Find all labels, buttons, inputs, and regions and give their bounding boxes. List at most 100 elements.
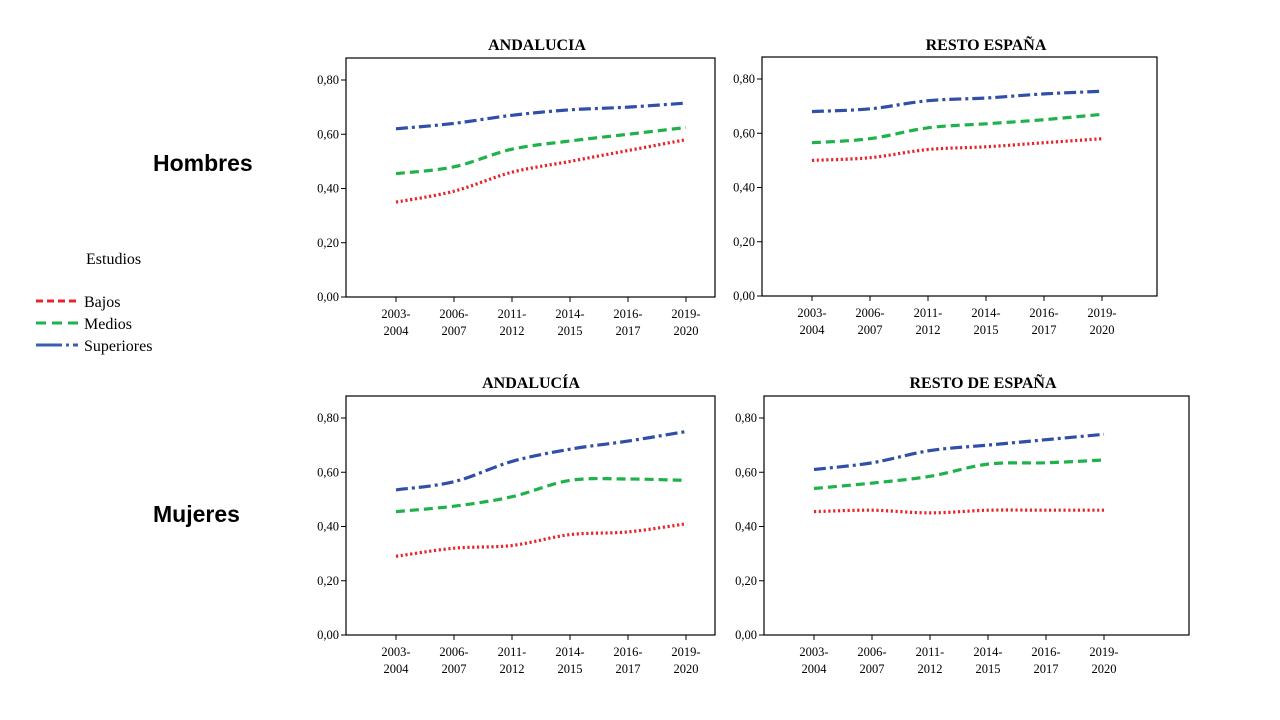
- row-label-hombres: Hombres: [153, 150, 253, 176]
- x-tick-label-line2: 2012: [916, 323, 941, 337]
- plot-frame: [345, 395, 716, 636]
- x-tick-label: 2006-: [857, 645, 886, 659]
- y-tick-label: 0,80: [733, 72, 755, 86]
- x-tick-label: 2006-: [855, 306, 884, 320]
- x-tick-label-line2: 2017: [616, 324, 641, 338]
- x-tick-label-line2: 2004: [800, 323, 826, 337]
- x-tick-label-line2: 2017: [1034, 662, 1059, 676]
- y-tick-label: 0,40: [317, 182, 339, 196]
- y-tick-label: 0,80: [735, 411, 757, 425]
- x-tick-label: 2003-: [381, 645, 410, 659]
- x-tick-label-line2: 2015: [974, 323, 999, 337]
- y-tick-label: 0,40: [733, 181, 755, 195]
- x-tick-label: 2006-: [439, 307, 468, 321]
- x-tick-label-line2: 2004: [384, 662, 410, 676]
- plot-frame: [345, 57, 716, 298]
- x-tick-label: 2006-: [439, 645, 468, 659]
- series-line-medios: [811, 112, 1103, 145]
- chart-panel-1: ANDALUCIA 0,00 0,20 0,40 0,60 0,80 2003- 2004 20…: [317, 37, 716, 338]
- series-line-bajos: [813, 508, 1104, 515]
- series-line-medios: [395, 125, 687, 176]
- x-tick-label: 2016-: [1029, 306, 1058, 320]
- y-tick-label: 0,80: [317, 411, 339, 425]
- series-line-bajos: [395, 138, 687, 204]
- chart-panel-2: RESTO ESPAÑA 0,00 0,20 0,40 0,60 0,80 2003- 200…: [733, 35, 1158, 337]
- x-tick-label-line2: 2004: [384, 324, 410, 338]
- chart-title: ANDALUCÍA: [482, 373, 580, 392]
- y-tick-label: 0,60: [317, 465, 339, 479]
- x-tick-label: 2016-: [613, 307, 642, 321]
- x-tick-label: 2011-: [498, 307, 527, 321]
- x-tick-label-line2: 2012: [918, 662, 943, 676]
- series-line-bajos: [811, 137, 1103, 162]
- y-tick-label: 0,00: [733, 289, 755, 303]
- x-tick-label-line2: 2007: [860, 662, 885, 676]
- chart-title: RESTO DE ESPAÑA: [910, 373, 1057, 392]
- x-tick-label: 2014-: [555, 645, 584, 659]
- chart-panel-4: RESTO DE ESPAÑA 0,00 0,20 0,40 0,60 0,80 2003-…: [735, 373, 1190, 676]
- x-tick-label: 2019-: [671, 645, 700, 659]
- y-tick-label: 0,60: [733, 126, 755, 140]
- x-tick-label-line2: 2015: [558, 662, 583, 676]
- y-tick-label: 0,60: [317, 127, 339, 141]
- chart-title: RESTO ESPAÑA: [926, 35, 1047, 54]
- plot-frame: [761, 56, 1158, 297]
- series-line-superiores: [811, 89, 1103, 114]
- x-tick-label-line2: 2015: [558, 324, 583, 338]
- plot-frame: [763, 395, 1190, 636]
- y-tick-label: 0,20: [317, 236, 339, 250]
- y-tick-label: 0,20: [733, 235, 755, 249]
- y-tick-label: 0,00: [735, 628, 757, 642]
- legend-title: Estudios: [86, 251, 141, 268]
- x-tick-label-line2: 2012: [500, 324, 525, 338]
- x-tick-label-line2: 2020: [674, 662, 699, 676]
- legend: Estudios Bajos Medios Superiores: [36, 251, 152, 355]
- x-tick-label: 2011-: [914, 306, 943, 320]
- y-tick-label: 0,20: [735, 574, 757, 588]
- x-tick-label: 2014-: [973, 645, 1002, 659]
- y-tick-label: 0,80: [317, 73, 339, 87]
- x-tick-label-line2: 2020: [1090, 323, 1115, 337]
- x-tick-label-line2: 2007: [858, 323, 883, 337]
- x-tick-label: 2011-: [498, 645, 527, 659]
- y-tick-label: 0,60: [735, 465, 757, 479]
- y-tick-label: 0,40: [317, 520, 339, 534]
- y-tick-label: 0,00: [317, 628, 339, 642]
- x-tick-label-line2: 2004: [802, 662, 828, 676]
- x-tick-label: 2003-: [381, 307, 410, 321]
- x-tick-label: 2011-: [916, 645, 945, 659]
- legend-label-medios: Medios: [84, 316, 132, 333]
- y-tick-label: 0,40: [735, 520, 757, 534]
- x-tick-label-line2: 2015: [976, 662, 1001, 676]
- legend-label-superiores: Superiores: [84, 338, 152, 355]
- series-line-superiores: [395, 430, 687, 492]
- x-tick-label-line2: 2017: [1032, 323, 1057, 337]
- x-tick-label: 2019-: [1089, 645, 1118, 659]
- x-tick-label-line2: 2007: [442, 324, 467, 338]
- chart-title: ANDALUCIA: [488, 37, 586, 54]
- series-line-superiores: [813, 432, 1105, 472]
- x-tick-label: 2016-: [1031, 645, 1060, 659]
- x-tick-label: 2019-: [671, 307, 700, 321]
- chart-panel-3: ANDALUCÍA 0,00 0,20 0,40 0,60 0,80 2003- 2004 20…: [317, 373, 716, 676]
- series-line-bajos: [395, 522, 687, 558]
- x-tick-label: 2003-: [797, 306, 826, 320]
- x-tick-label-line2: 2012: [500, 662, 525, 676]
- series-line-medios: [395, 476, 687, 514]
- series-line-medios: [813, 458, 1105, 491]
- series-line-superiores: [395, 101, 687, 131]
- x-tick-label: 2003-: [799, 645, 828, 659]
- row-label-mujeres: Mujeres: [153, 501, 240, 527]
- x-tick-label: 2019-: [1087, 306, 1116, 320]
- x-tick-label-line2: 2007: [442, 662, 467, 676]
- legend-label-bajos: Bajos: [84, 294, 120, 311]
- y-tick-label: 0,00: [317, 290, 339, 304]
- y-tick-label: 0,20: [317, 574, 339, 588]
- x-tick-label: 2014-: [971, 306, 1000, 320]
- x-tick-label-line2: 2020: [1092, 662, 1117, 676]
- x-tick-label: 2014-: [555, 307, 584, 321]
- x-tick-label-line2: 2020: [674, 324, 699, 338]
- x-tick-label: 2016-: [613, 645, 642, 659]
- x-tick-label-line2: 2017: [616, 662, 641, 676]
